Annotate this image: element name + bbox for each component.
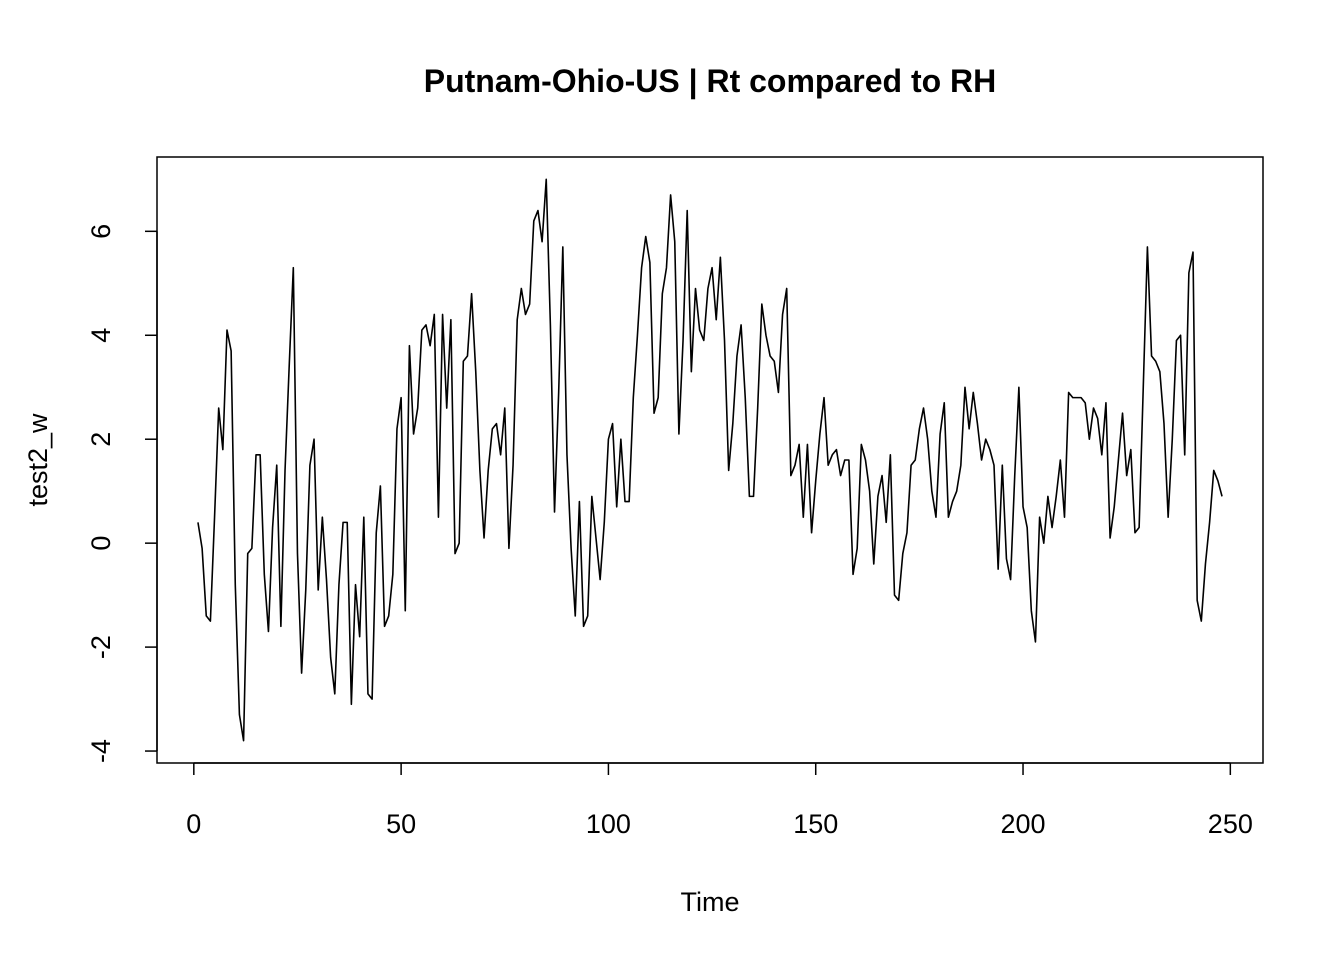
x-tick-label: 150 <box>793 809 838 839</box>
data-line <box>197 178 1223 742</box>
x-tick-label: 200 <box>1000 809 1045 839</box>
y-tick-label: -4 <box>86 739 116 763</box>
y-tick-label: 0 <box>86 536 116 551</box>
y-tick-label: 2 <box>86 432 116 447</box>
x-tick-label: 250 <box>1208 809 1253 839</box>
y-tick-label: 6 <box>86 224 116 239</box>
y-tick-label: 4 <box>86 328 116 343</box>
x-tick-label: 50 <box>386 809 416 839</box>
x-tick-label: 0 <box>186 809 201 839</box>
x-axis-label: Time <box>681 887 740 917</box>
chart-title: Putnam-Ohio-US | Rt compared to RH <box>424 63 997 99</box>
y-tick-label: -2 <box>86 635 116 659</box>
y-axis-label: test2_w <box>23 413 53 507</box>
x-tick-label: 100 <box>586 809 631 839</box>
